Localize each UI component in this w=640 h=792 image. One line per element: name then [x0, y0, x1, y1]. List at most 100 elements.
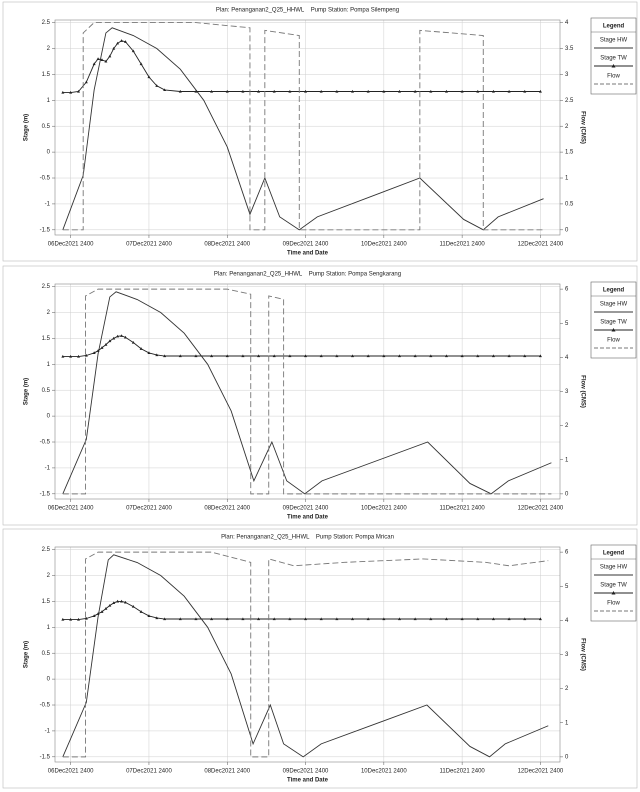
series-marker — [538, 617, 542, 621]
series-marker — [413, 89, 417, 93]
x-tick-label: 07Dec2021 2400 — [126, 242, 172, 248]
plot-frame — [54, 19, 561, 236]
legend-box — [590, 544, 637, 622]
series-marker — [96, 612, 100, 615]
series-marker — [413, 617, 417, 621]
series-marker — [225, 89, 229, 93]
series-marker — [288, 617, 292, 621]
y-tick-label: 0 — [47, 414, 51, 420]
y-tick-label: 2 — [47, 310, 51, 316]
series-marker — [366, 617, 370, 621]
series-marker — [351, 89, 355, 93]
x-tick-label: 11Dec2021 2400 — [439, 242, 485, 248]
y2-tick-label: 2 — [565, 124, 569, 130]
series-marker — [507, 617, 511, 621]
series-marker — [92, 351, 96, 355]
y2-tick-label: 1 — [565, 457, 569, 463]
y-axis-label: Stage (m) — [24, 378, 30, 405]
series-marker — [444, 354, 448, 358]
series-marker — [351, 354, 355, 358]
legend-marker — [611, 64, 616, 68]
legend-label: Flow — [607, 74, 620, 80]
series-marker — [100, 610, 104, 613]
x-tick-label: 09Dec2021 2400 — [283, 506, 329, 512]
series-marker — [444, 617, 448, 621]
y-tick-label: -0.5 — [40, 440, 51, 446]
series-marker — [123, 40, 127, 43]
legend-label: Stage TW — [600, 56, 627, 62]
series-marker — [241, 354, 245, 358]
y2-tick-label: 2 — [565, 423, 569, 429]
series-marker — [108, 339, 112, 343]
y-tick-label: 2.5 — [42, 547, 51, 553]
series-marker — [257, 617, 261, 621]
x-tick-label: 10Dec2021 2400 — [361, 242, 407, 248]
y-tick-label: -0.5 — [40, 703, 51, 709]
y2-tick-label: 0 — [565, 227, 569, 233]
series-marker — [429, 89, 433, 93]
series-marker — [178, 89, 182, 93]
x-tick-label: 06Dec2021 2400 — [48, 506, 94, 512]
y-tick-label: -1.5 — [40, 227, 51, 233]
series-marker — [366, 89, 370, 93]
x-tick-label: 12Dec2021 2400 — [518, 769, 564, 775]
series-marker — [178, 617, 182, 621]
x-tick-label: 09Dec2021 2400 — [283, 769, 329, 775]
y2-tick-label: 0 — [565, 754, 569, 760]
y-tick-label: 2.5 — [42, 20, 51, 26]
y2-tick-label: 2 — [565, 686, 569, 692]
series-marker — [241, 89, 245, 93]
series-marker — [76, 354, 80, 358]
x-tick-label: 08Dec2021 2400 — [204, 506, 250, 512]
y-axis-label: Stage (m) — [24, 641, 30, 668]
x-tick-label: 07Dec2021 2400 — [126, 769, 172, 775]
series-marker — [112, 46, 116, 50]
series-marker — [155, 353, 159, 357]
series-marker — [163, 354, 167, 358]
series-marker — [116, 41, 120, 45]
x-tick-label: 06Dec2021 2400 — [48, 769, 94, 775]
legend-label: Flow — [607, 601, 620, 607]
series-line — [62, 291, 552, 495]
x-axis-label: Time and Date — [287, 778, 329, 784]
y2-tick-label: 6 — [565, 287, 569, 293]
y2-tick-label: 4 — [565, 20, 569, 26]
series-marker — [210, 89, 214, 93]
series-marker — [69, 90, 73, 94]
series-marker — [460, 89, 464, 93]
x-tick-label: 10Dec2021 2400 — [361, 506, 407, 512]
series-marker — [304, 354, 308, 358]
series-marker — [69, 354, 73, 358]
series-marker — [319, 354, 323, 358]
y2-axis-label: Flow (CMS) — [579, 375, 585, 408]
y-tick-label: 0 — [47, 150, 51, 156]
series-marker — [523, 617, 527, 621]
x-tick-label: 11Dec2021 2400 — [439, 506, 485, 512]
y2-tick-label: 5 — [565, 321, 569, 327]
panel-border — [2, 265, 638, 526]
x-tick-label: 11Dec2021 2400 — [439, 769, 485, 775]
x-tick-label: 10Dec2021 2400 — [361, 769, 407, 775]
y-tick-label: 0.5 — [42, 388, 51, 394]
series-marker — [155, 616, 159, 620]
series-marker — [225, 354, 229, 358]
series-marker — [319, 617, 323, 621]
chart-panel: -1.5 -1 -0.5 0 0.5 1 1.5 2 2.5 0 1 2 3 4 5 6 06Dec2021 2… — [2, 265, 638, 526]
panel-border — [2, 1, 638, 262]
series-marker — [366, 354, 370, 358]
series-marker — [131, 340, 135, 344]
legend-label: Stage TW — [600, 583, 627, 589]
y-tick-label: 0.5 — [42, 651, 51, 657]
legend-label: Stage HW — [600, 38, 628, 44]
y2-tick-label: 1 — [565, 720, 569, 726]
series-marker — [92, 62, 96, 66]
series-marker — [69, 617, 73, 621]
chart-title: Plan: Penanganan2_Q25_HHWL Pump Station:… — [214, 272, 401, 278]
series-marker — [139, 610, 143, 613]
series-marker — [61, 354, 65, 358]
series-marker — [76, 617, 80, 621]
legend-label: Stage HW — [600, 302, 628, 308]
series-marker — [155, 84, 159, 87]
series-marker — [139, 347, 143, 350]
